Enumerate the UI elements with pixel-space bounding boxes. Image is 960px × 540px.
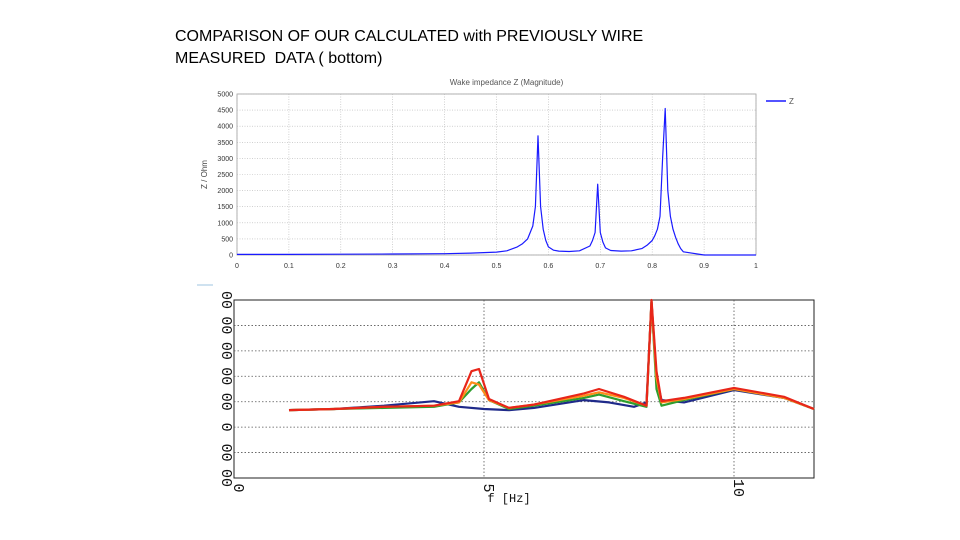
top-x-tick-label: 0.3 bbox=[388, 263, 398, 270]
top-chart: 0 500 1000 1500 2000 2500 3000 3500 4000 4500 5000… bbox=[197, 78, 794, 286]
top-x-tick-label: 0.6 bbox=[544, 263, 554, 270]
top-x-tick-label: 0.7 bbox=[595, 263, 605, 270]
top-y-tick-label: 1000 bbox=[217, 220, 233, 227]
bottom-y-tick-label: 00 bbox=[217, 444, 234, 462]
bottom-y-tick-label: 00 bbox=[217, 342, 234, 360]
bottom-y-tick-label: 0 bbox=[217, 423, 234, 432]
top-x-tick-label: 0.2 bbox=[336, 263, 346, 270]
top-series-line bbox=[237, 107, 756, 256]
bottom-y-tick-label: 00 bbox=[217, 469, 234, 487]
bottom-y-tick-label: 00 bbox=[217, 393, 234, 411]
top-y-tick-label: 2000 bbox=[217, 188, 233, 195]
top-y-tick-label: 500 bbox=[221, 236, 233, 243]
bottom-x-tick-label: 10 bbox=[729, 479, 746, 497]
top-x-tick-label: 0.5 bbox=[492, 263, 502, 270]
bottom-y-tick-label: 00 bbox=[217, 367, 234, 385]
top-y-tick-label: 3000 bbox=[217, 156, 233, 163]
top-x-tick-label: 0.4 bbox=[440, 263, 450, 270]
top-y-tick-label: 4500 bbox=[217, 108, 233, 115]
bottom-series-line bbox=[288, 301, 815, 412]
bottom-x-tick-label: 0 bbox=[229, 483, 246, 492]
top-x-tick-label: 0.8 bbox=[647, 263, 657, 270]
top-y-axis-label: Z / Ohm bbox=[200, 160, 209, 189]
top-y-tick-label: 5000 bbox=[217, 92, 233, 99]
top-x-tick-label: 0.9 bbox=[699, 263, 709, 270]
bottom-series-line bbox=[288, 298, 815, 412]
bottom-x-tick-label: 5 bbox=[479, 483, 496, 492]
top-chart-title: Wake impedance Z (Magnitude) bbox=[450, 78, 564, 87]
slide-title-line-1: COMPARISON OF OUR CALCULATED with PREVIO… bbox=[175, 28, 644, 45]
bottom-y-tick-label: 00 bbox=[217, 316, 234, 334]
top-y-tick-label: 1500 bbox=[217, 204, 233, 211]
top-y-tick-label: 4000 bbox=[217, 124, 233, 131]
bottom-plot-area bbox=[233, 299, 815, 479]
bottom-x-axis-label: f [Hz] bbox=[487, 492, 530, 506]
top-y-tick-label: 2500 bbox=[217, 172, 233, 179]
top-x-tick-label: 0 bbox=[235, 263, 239, 270]
slide-title-line-2: MEASURED DATA ( bottom) bbox=[175, 50, 383, 67]
bottom-y-tick-label: 00 bbox=[217, 291, 234, 309]
top-x-tick-label: 0.1 bbox=[284, 263, 294, 270]
top-legend-label: Z bbox=[789, 97, 794, 106]
top-y-tick-label: 3500 bbox=[217, 140, 233, 147]
top-y-tick-label: 0 bbox=[229, 253, 233, 260]
top-x-tick-label: 1 bbox=[754, 263, 758, 270]
slide-title: COMPARISON OF OUR CALCULATED with PREVIO… bbox=[175, 26, 735, 70]
